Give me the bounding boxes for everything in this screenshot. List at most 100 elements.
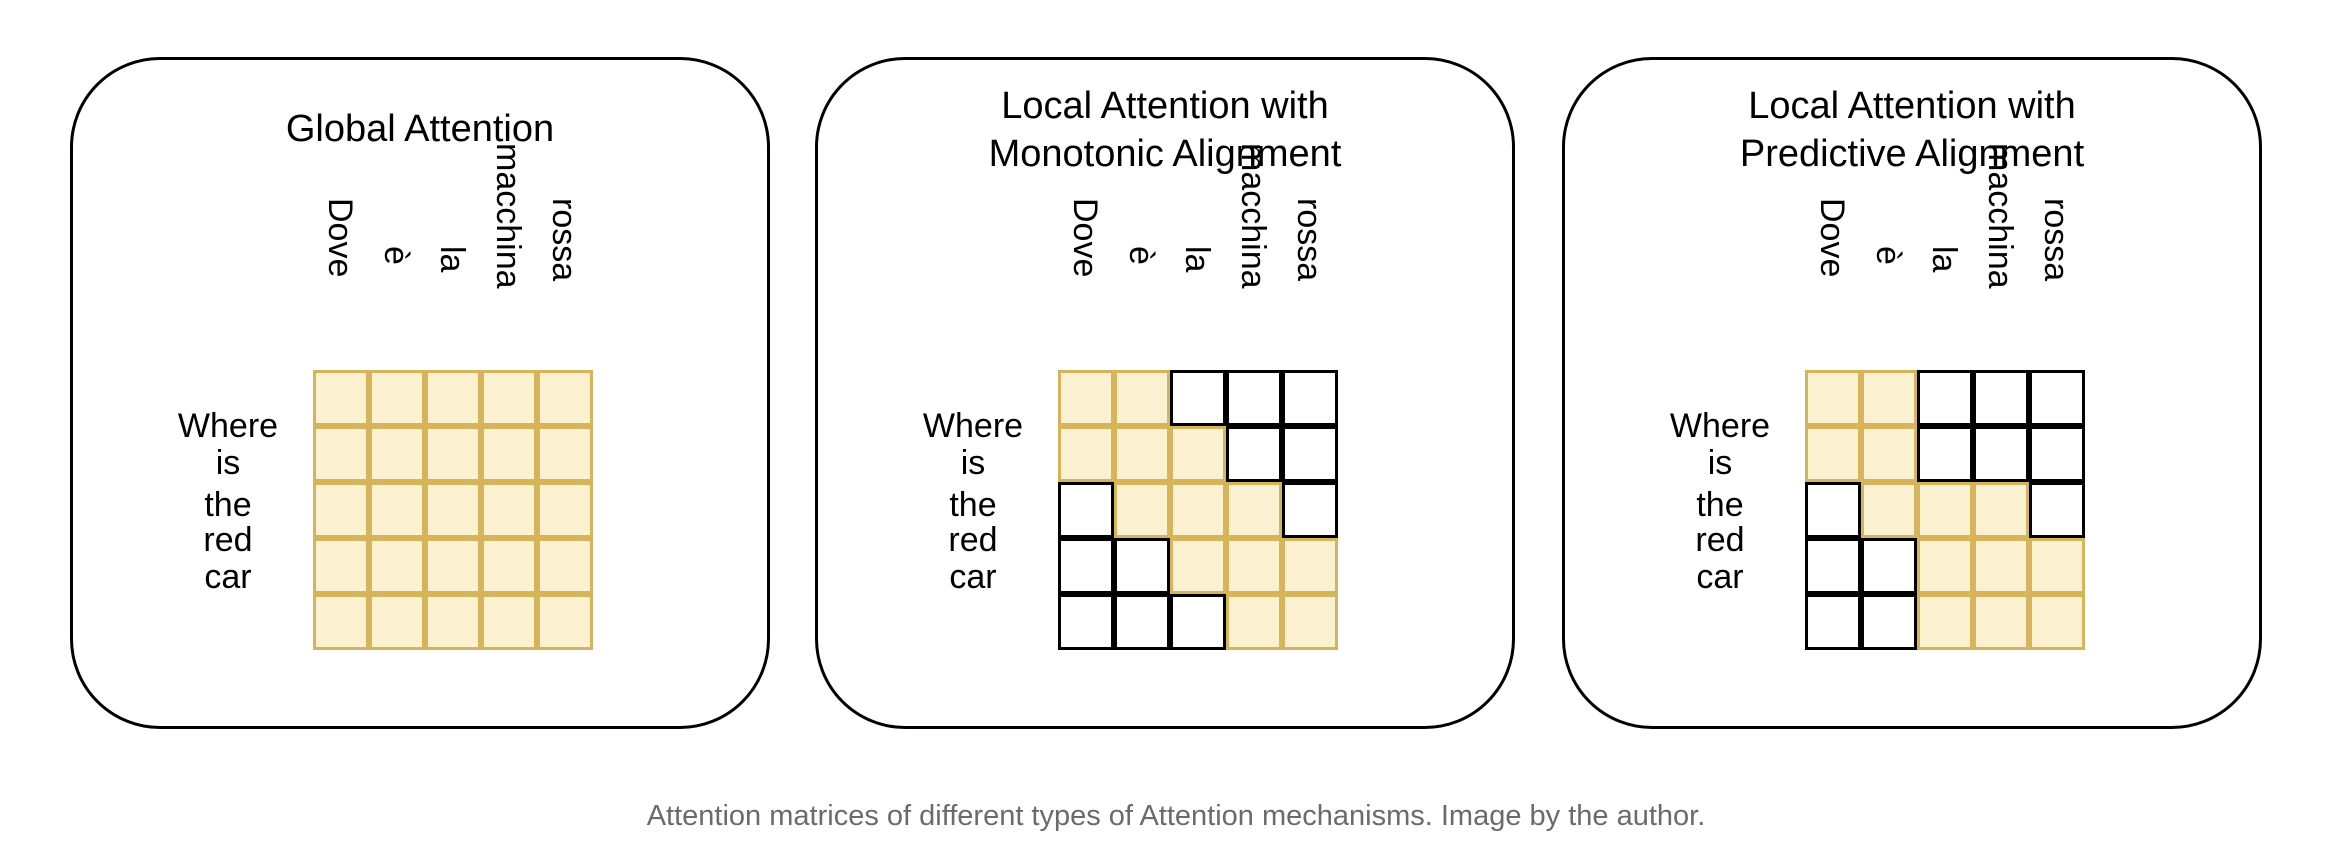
attention-panel-1: Global Attention Dove è la macchina rossa Wher… bbox=[70, 57, 770, 729]
masked-cell bbox=[1114, 594, 1170, 650]
attended-cell bbox=[313, 594, 369, 650]
attended-cell bbox=[369, 370, 425, 426]
attention-panel-2: Local Attention with Monotonic Alignment D… bbox=[815, 57, 1515, 729]
attended-cell bbox=[1805, 426, 1861, 482]
panel-title-line: Predictive Alignment bbox=[1739, 133, 2085, 175]
column-label: Dove bbox=[321, 198, 359, 278]
masked-cell bbox=[1114, 538, 1170, 594]
row-label: car bbox=[1696, 558, 1744, 596]
attended-cell bbox=[1917, 482, 1973, 538]
row-label: car bbox=[949, 558, 997, 596]
attended-cell bbox=[1170, 426, 1226, 482]
column-label: Dove bbox=[1813, 198, 1851, 278]
attended-cell bbox=[1861, 426, 1917, 482]
figure-caption: Attention matrices of different types of… bbox=[646, 800, 1706, 832]
panel-title-line: Local Attention with bbox=[1001, 85, 1329, 127]
column-label: la bbox=[1178, 246, 1216, 273]
masked-cell bbox=[1170, 594, 1226, 650]
attended-cell bbox=[1973, 594, 2029, 650]
row-label: Where bbox=[922, 407, 1024, 445]
attended-cell bbox=[425, 426, 481, 482]
column-label: rossa bbox=[545, 198, 583, 282]
attended-cell bbox=[1917, 594, 1973, 650]
row-label: is bbox=[215, 444, 241, 482]
column-label: la bbox=[1925, 246, 1963, 273]
attended-cell bbox=[425, 594, 481, 650]
attended-cell bbox=[1805, 370, 1861, 426]
attended-cell bbox=[481, 426, 537, 482]
masked-cell bbox=[1058, 482, 1114, 538]
attended-cell bbox=[1114, 370, 1170, 426]
row-label: red bbox=[203, 521, 253, 559]
masked-cell bbox=[2029, 370, 2085, 426]
masked-cell bbox=[1973, 370, 2029, 426]
row-label: Where bbox=[177, 407, 279, 445]
masked-cell bbox=[2029, 426, 2085, 482]
attended-cell bbox=[2029, 594, 2085, 650]
attended-cell bbox=[1114, 426, 1170, 482]
attended-cell bbox=[1170, 482, 1226, 538]
attended-cell bbox=[369, 426, 425, 482]
masked-cell bbox=[1917, 370, 1973, 426]
row-label: the bbox=[204, 486, 252, 524]
attended-cell bbox=[1226, 594, 1282, 650]
masked-cell bbox=[1170, 370, 1226, 426]
masked-cell bbox=[1973, 426, 2029, 482]
column-label: Dove bbox=[1066, 198, 1104, 278]
attended-cell bbox=[1861, 482, 1917, 538]
attended-cell bbox=[537, 426, 593, 482]
attended-cell bbox=[537, 538, 593, 594]
attended-cell bbox=[1973, 482, 2029, 538]
attended-cell bbox=[537, 482, 593, 538]
column-label: macchina bbox=[489, 143, 527, 289]
attended-cell bbox=[313, 538, 369, 594]
masked-cell bbox=[1058, 594, 1114, 650]
attended-cell bbox=[1226, 482, 1282, 538]
masked-cell bbox=[1861, 594, 1917, 650]
attended-cell bbox=[369, 538, 425, 594]
masked-cell bbox=[1805, 594, 1861, 650]
masked-cell bbox=[1226, 370, 1282, 426]
row-label: car bbox=[204, 558, 252, 596]
row-label: Where bbox=[1669, 407, 1771, 445]
row-label: the bbox=[949, 486, 997, 524]
masked-cell bbox=[1917, 426, 1973, 482]
masked-cell bbox=[1058, 538, 1114, 594]
attended-cell bbox=[425, 538, 481, 594]
attended-cell bbox=[537, 370, 593, 426]
masked-cell bbox=[1805, 482, 1861, 538]
attended-cell bbox=[537, 594, 593, 650]
attended-cell bbox=[481, 482, 537, 538]
attended-cell bbox=[481, 594, 537, 650]
attended-cell bbox=[1058, 426, 1114, 482]
column-label: rossa bbox=[1290, 198, 1328, 282]
attended-cell bbox=[425, 482, 481, 538]
row-label: red bbox=[1695, 521, 1745, 559]
attended-cell bbox=[313, 426, 369, 482]
row-label: is bbox=[960, 444, 986, 482]
row-label: the bbox=[1696, 486, 1744, 524]
attended-cell bbox=[369, 594, 425, 650]
column-label: la bbox=[433, 246, 471, 273]
masked-cell bbox=[1282, 426, 1338, 482]
attended-cell bbox=[1861, 370, 1917, 426]
masked-cell bbox=[1282, 482, 1338, 538]
masked-cell bbox=[1805, 538, 1861, 594]
column-label: macchina bbox=[1234, 143, 1272, 289]
attended-cell bbox=[369, 482, 425, 538]
attended-cell bbox=[2029, 538, 2085, 594]
attended-cell bbox=[1058, 370, 1114, 426]
attended-cell bbox=[481, 538, 537, 594]
row-label: red bbox=[948, 521, 998, 559]
attended-cell bbox=[1170, 538, 1226, 594]
column-label: rossa bbox=[2037, 198, 2075, 282]
attended-cell bbox=[1282, 538, 1338, 594]
row-label: is bbox=[1707, 444, 1733, 482]
attended-cell bbox=[1226, 538, 1282, 594]
column-label: macchina bbox=[1981, 143, 2019, 289]
attended-cell bbox=[1282, 594, 1338, 650]
panel-title-line: Global Attention bbox=[285, 108, 555, 150]
panel-title-line: Local Attention with bbox=[1748, 85, 2076, 127]
column-label: è bbox=[1122, 246, 1160, 265]
attended-cell bbox=[425, 370, 481, 426]
